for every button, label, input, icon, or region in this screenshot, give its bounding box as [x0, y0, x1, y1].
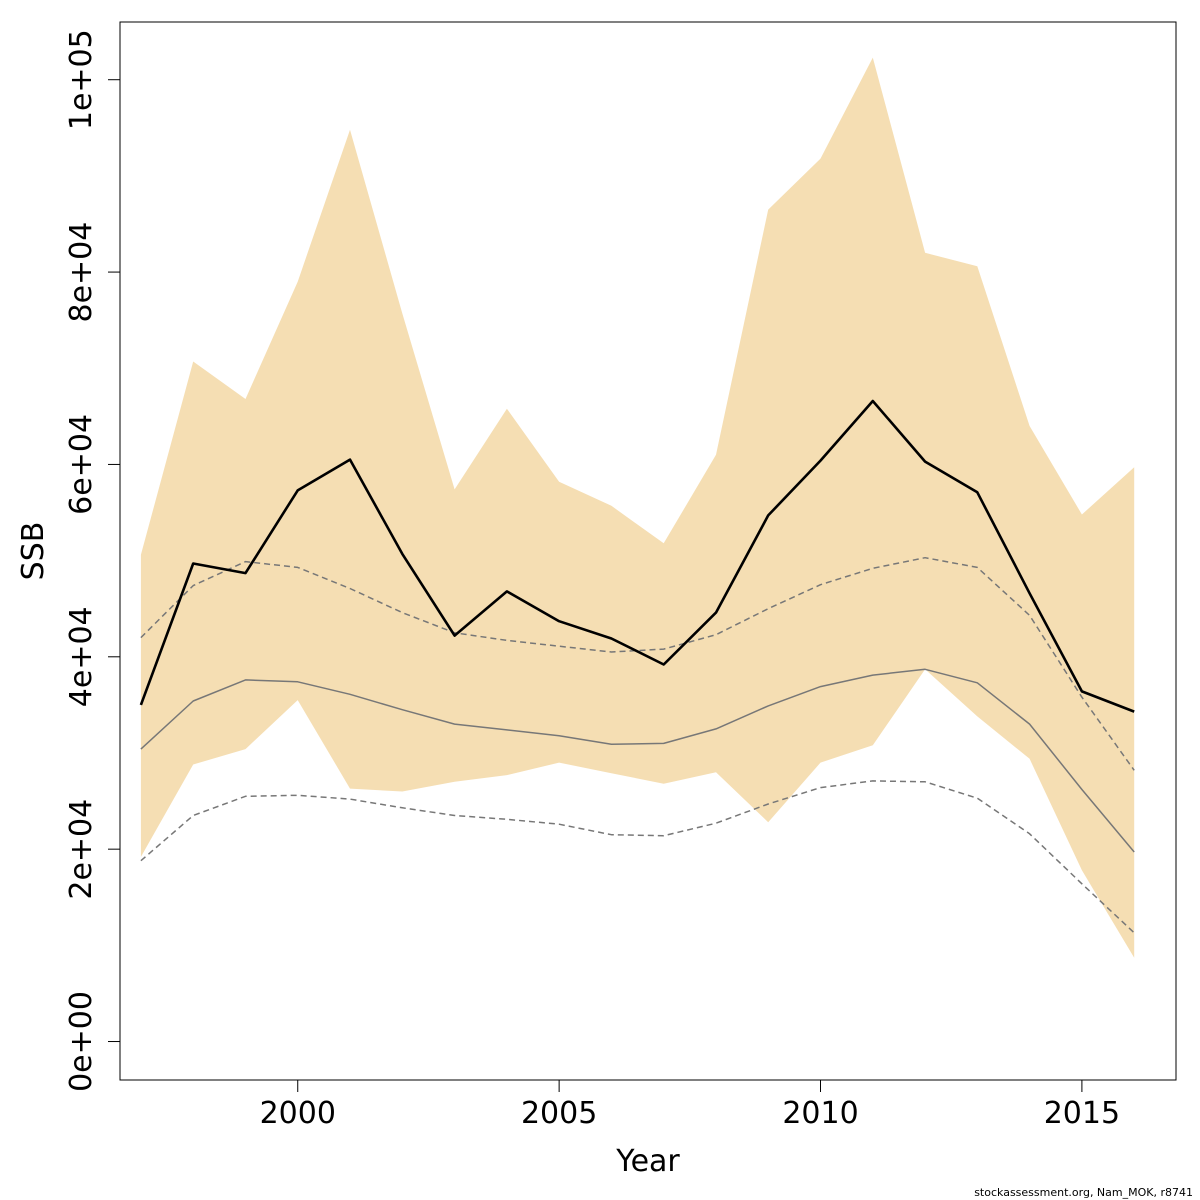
y-axis-title: SSB: [16, 522, 51, 581]
series-line-dashed-lower: [140, 780, 1135, 934]
x-tick-label: 2010: [782, 1096, 858, 1131]
x-axis-title: Year: [615, 1144, 680, 1179]
series-line-solid-thin: [140, 668, 1135, 853]
x-axis: 2000 2005 2010 2015: [260, 1079, 1120, 1131]
x-tick-label: 2015: [1044, 1096, 1120, 1131]
y-tick-label: 8e+04: [64, 222, 99, 323]
y-tick-label: 4e+04: [64, 606, 99, 707]
credit-text: stockassessment.org, Nam_MOK, r8741: [974, 1186, 1193, 1199]
y-axis: 0e+00 2e+04 4e+04 6e+04 8e+04 1e+05: [64, 29, 121, 1092]
y-tick-label: 2e+04: [64, 799, 99, 900]
x-tick-label: 2005: [521, 1096, 597, 1131]
y-tick-label: 0e+00: [64, 991, 99, 1092]
series-line-dashed-upper: [140, 556, 1135, 771]
series-line-solid-thick: [139, 399, 1135, 713]
confidence-band-layer: [140, 57, 1135, 958]
y-tick-label: 6e+04: [64, 414, 99, 515]
series-lines-layer: [139, 399, 1135, 934]
y-tick-label: 1e+05: [64, 29, 99, 130]
x-tick-label: 2000: [260, 1096, 336, 1131]
confidence-band: [140, 57, 1135, 958]
